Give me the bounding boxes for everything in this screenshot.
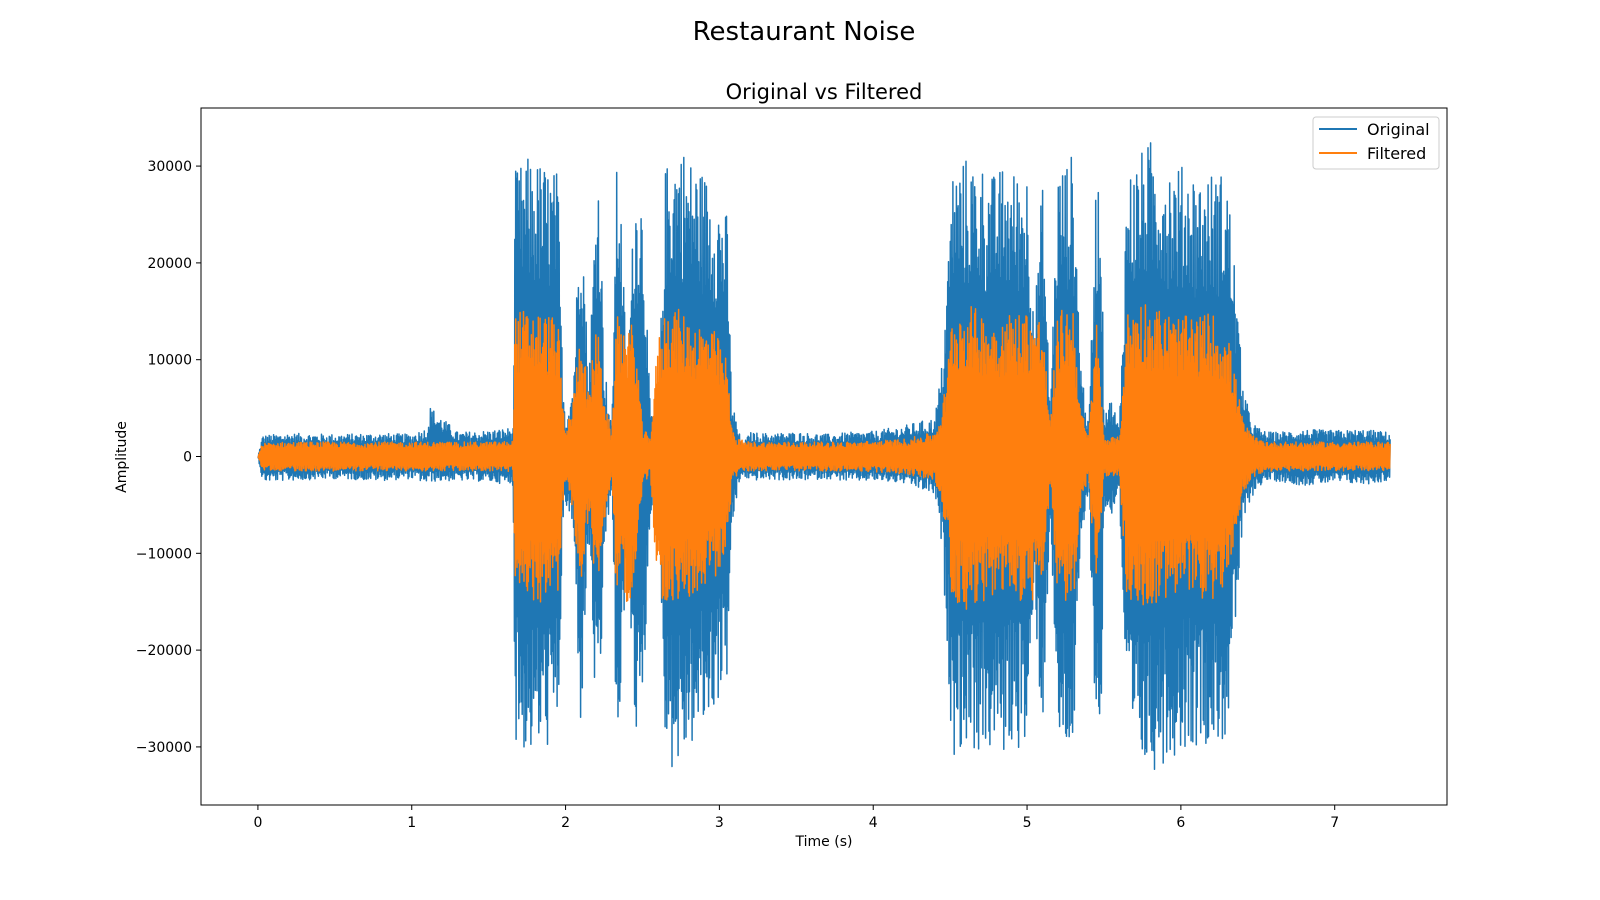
y-tick-label: 0	[183, 450, 192, 466]
series-line-filtered	[257, 304, 1391, 610]
figure-suptitle: Restaurant Noise	[693, 17, 916, 47]
legend: Original Filtered	[1312, 116, 1440, 170]
x-tick-label: 2	[561, 815, 570, 831]
x-tick-label: 0	[253, 815, 262, 831]
x-tick-label: 1	[407, 815, 416, 831]
y-tick-label: 30000	[147, 159, 192, 175]
x-axis: 0 1 2 3 4 5 6 7	[253, 805, 1339, 831]
x-tick-label: 5	[1023, 815, 1032, 831]
y-tick-label: −10000	[136, 546, 192, 562]
legend-label-filtered: Filtered	[1367, 144, 1426, 163]
y-tick-label: −30000	[136, 740, 192, 756]
x-tick-label: 3	[715, 815, 724, 831]
x-tick-label: 6	[1176, 815, 1185, 831]
chart-title: Original vs Filtered	[726, 80, 923, 104]
plot-series-layer	[257, 142, 1391, 770]
y-tick-label: −20000	[136, 643, 192, 659]
x-tick-label: 4	[869, 815, 878, 831]
y-tick-label: 20000	[147, 256, 192, 272]
y-axis-label: Amplitude	[114, 421, 130, 493]
x-tick-label: 7	[1330, 815, 1339, 831]
x-axis-label: Time (s)	[795, 834, 853, 850]
legend-label-original: Original	[1367, 120, 1430, 139]
y-tick-label: 10000	[147, 353, 192, 369]
y-axis: −30000 −20000 −10000 0 10000 20000 30000	[136, 159, 201, 756]
